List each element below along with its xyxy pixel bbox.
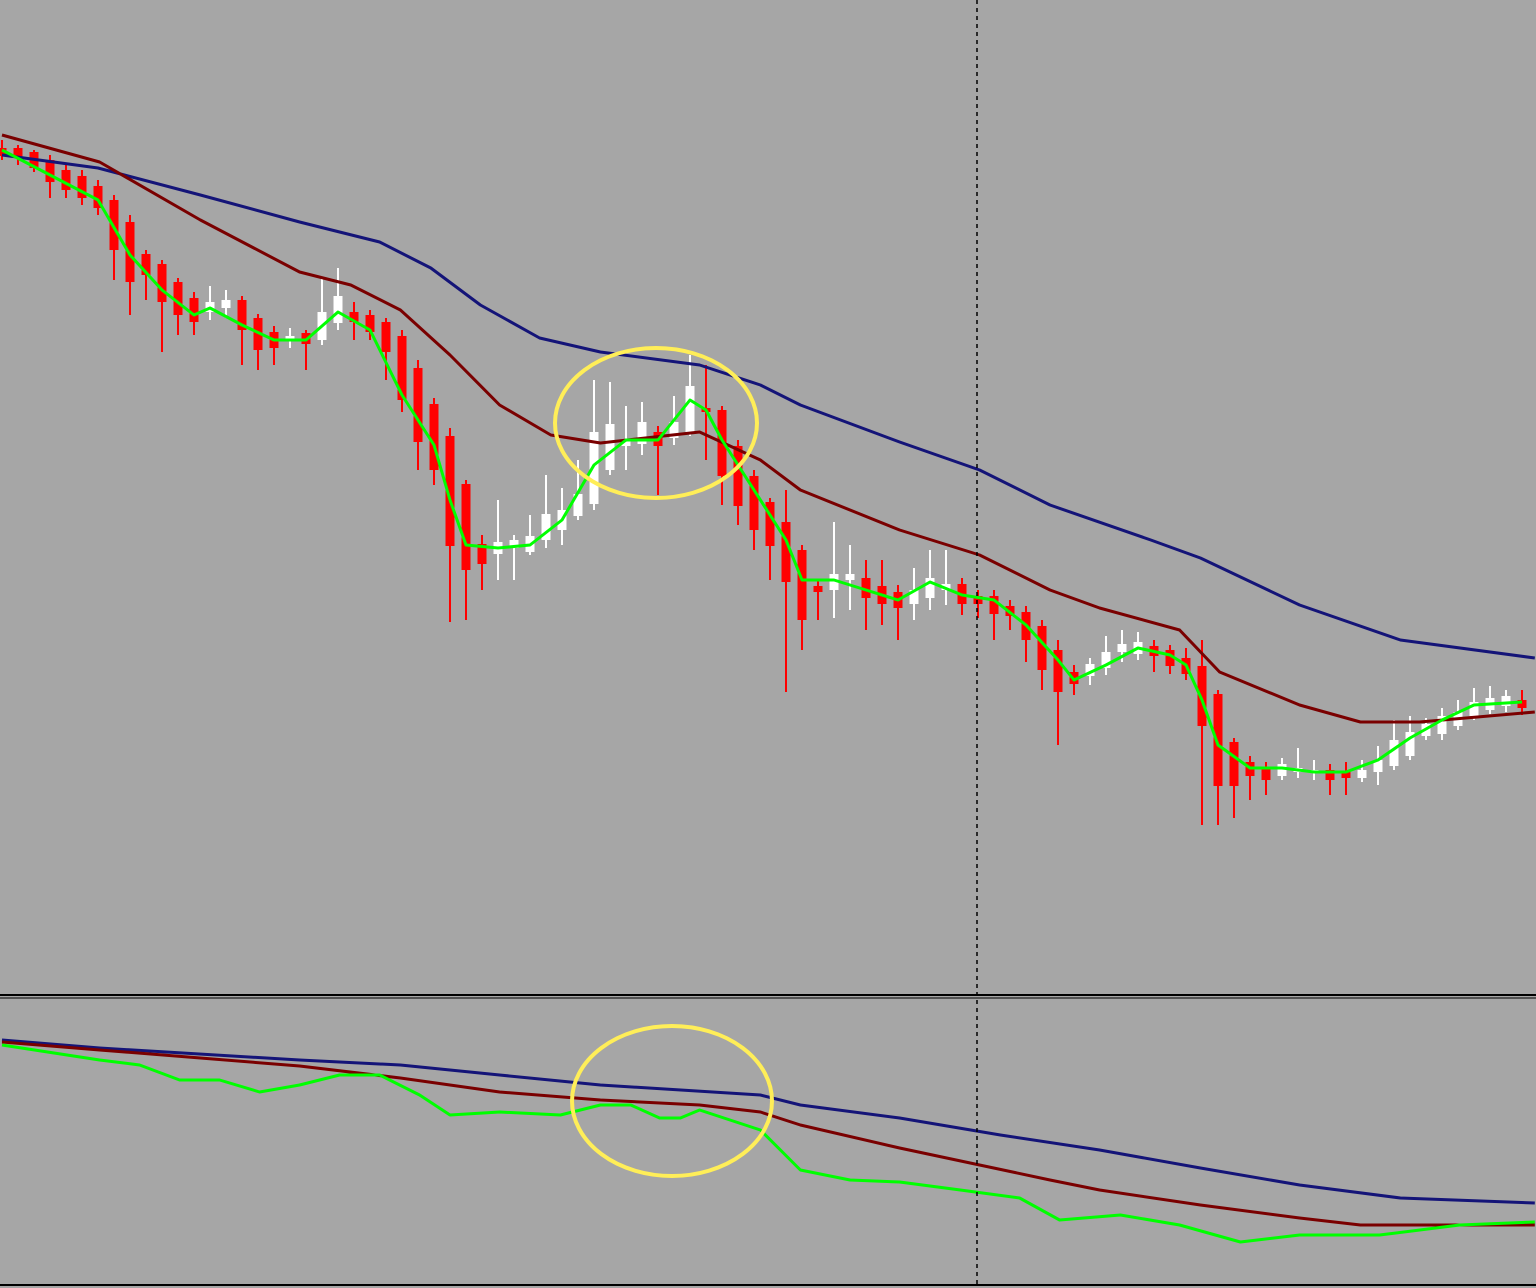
indicator-pane [1,1038,1535,1244]
candle-body [621,440,631,446]
main-pane [0,133,1535,825]
candle-body [429,404,439,470]
line-series [1,153,1535,660]
candle-body [909,590,919,604]
candle-body [1405,732,1415,756]
line-series [1,1038,1535,1205]
highlight-ellipse [553,346,759,500]
candle-body [589,432,599,504]
candle-body [1197,666,1207,726]
candle-body [333,296,343,323]
candle-body [1277,764,1287,776]
candle-body [1261,768,1271,780]
candle-body [1101,652,1111,668]
candle-body [349,312,359,322]
candle-body [13,148,23,158]
candle-body [125,222,135,282]
candle-body [1117,644,1127,652]
candle-body [1037,626,1047,670]
candle-body [157,264,167,302]
candle-body [45,160,55,182]
candle-body [797,550,807,620]
candle-body [397,336,407,400]
candle-body [749,476,759,530]
candle-body [1437,716,1447,734]
candle-body [1469,702,1479,716]
candle-body [685,386,695,432]
candle-body [1357,770,1367,778]
candle-body [413,368,423,442]
candle-body [1501,696,1511,706]
candle-body [1341,772,1351,778]
candle-body [765,502,775,546]
candle-body [813,586,823,592]
candle-body [1165,650,1175,666]
candle-body [509,540,519,548]
candle-body [1517,700,1527,708]
line-series [1,133,1535,724]
candle-body [61,170,71,190]
candle-body [573,494,583,516]
candle-body [829,574,839,590]
candle-body [477,544,487,564]
candle-body [1389,740,1399,766]
candle-body [861,578,871,598]
line-series [1,1040,1535,1227]
candle-body [925,578,935,598]
candle-body [461,484,471,570]
candle-body [637,422,647,444]
candle-body [173,282,183,315]
candle-body [781,522,791,582]
candle-body [845,574,855,580]
candle-body [93,186,103,208]
candle-body [669,422,679,438]
candle-body [1053,650,1063,692]
candle-body [605,424,615,470]
candle-body [1213,694,1223,786]
candle-body [237,300,247,330]
candle-body [1229,742,1239,786]
candle-body [989,596,999,614]
candle-body [381,322,391,352]
line-series [1,148,1523,774]
candle-body [141,254,151,275]
candle-body [221,300,231,308]
candle-body [365,315,375,332]
candle-body [1085,664,1095,676]
candle-body [1373,760,1383,772]
candle-body [77,176,87,198]
candle-body [189,298,199,322]
candle-body [733,446,743,506]
highlight-ellipse [570,1024,774,1178]
line-series [1,1043,1535,1244]
candle-body [973,596,983,604]
candle-body [445,436,455,546]
candle-body [1325,770,1335,780]
candle-body [541,514,551,540]
candle-body [285,336,295,340]
